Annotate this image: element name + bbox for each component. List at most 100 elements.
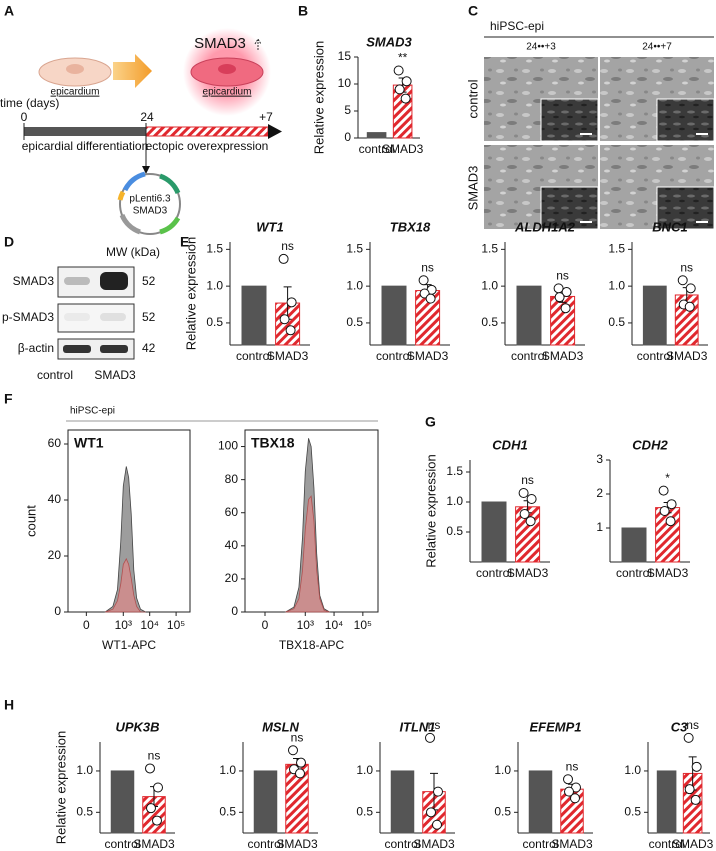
chart-title: SMAD3 [366, 34, 412, 49]
bar-chart: UPK3B Relative expression 0.5 1.0 controlSMA… [53, 719, 175, 851]
plasmid-part [119, 213, 141, 235]
x-axis-label: TBX18-APC [279, 638, 345, 652]
data-point [666, 499, 677, 510]
x-tick-label: control [376, 349, 412, 363]
density-area [104, 466, 146, 613]
data-point [426, 807, 436, 818]
x-tick-label: 10⁵ [354, 618, 372, 632]
x-tick-label: control [616, 566, 652, 580]
x-tick-label: SMAD3 [267, 349, 309, 363]
y-tick-label: 0 [344, 130, 351, 144]
mw-header: MW (kDa) [106, 245, 160, 259]
chart-title: BNC1 [652, 219, 687, 234]
data-point [554, 292, 565, 303]
data-point [425, 293, 436, 304]
micrograph-grid [484, 57, 715, 230]
data-point [296, 757, 306, 768]
x-tick-label: control [476, 566, 512, 580]
data-point [401, 76, 412, 87]
y-tick-label: 1.0 [356, 763, 373, 777]
bar [516, 285, 542, 346]
plasmid [119, 173, 181, 235]
data-point [683, 732, 694, 743]
western-blot: MW (kDa) SMAD3 52 p-SMAD3 52 β-actin 42 … [2, 245, 160, 382]
data-point [526, 494, 537, 504]
x-tick-label: control [359, 142, 395, 156]
blot [57, 338, 135, 360]
x-tick-label: control [637, 349, 673, 363]
plasmid-part [159, 216, 181, 235]
data-point [684, 301, 695, 312]
inset [540, 98, 599, 142]
mw-label: 52 [142, 310, 156, 324]
protein-label: β-actin [18, 341, 54, 355]
y-tick-label: 0.5 [206, 315, 223, 329]
day-label: +7 [259, 110, 273, 124]
phase-label: ectopic overexpression [146, 139, 269, 153]
y-tick-label: 1.0 [346, 278, 363, 292]
chart-title: TBX18 [390, 219, 431, 234]
y-axis-label: Relative expression [423, 454, 438, 567]
lane-label: control [37, 368, 73, 382]
significance: ns [556, 269, 569, 283]
timeline-phase [145, 126, 269, 137]
significance: ** [398, 51, 408, 65]
x-tick-label: SMAD3 [542, 349, 584, 363]
histogram-label: TBX18 [251, 435, 295, 451]
inset [656, 98, 715, 142]
chart-title: ITLN1 [399, 719, 435, 734]
data-point [685, 283, 696, 294]
panel-label: A [4, 3, 14, 19]
arrow-head [268, 124, 282, 139]
chart-title: WT1 [256, 219, 283, 234]
y-tick-label: 1.0 [446, 494, 463, 508]
protein-label: SMAD3 [13, 274, 55, 288]
micrographs: hiPSC-epi 24••+3 24••+7 control SMAD3 [465, 19, 715, 230]
band [63, 345, 91, 353]
x-tick-label: 10⁵ [167, 618, 185, 632]
y-tick-label: 0.5 [608, 315, 625, 329]
y-tick-label: 0.5 [219, 804, 236, 818]
x-tick-label: 0 [262, 618, 269, 632]
data-point [418, 275, 429, 286]
y-tick-label: 1.0 [481, 278, 498, 292]
y-tick-label: 1.0 [76, 763, 93, 777]
data-point [285, 325, 296, 336]
bar [655, 507, 681, 563]
arrow [113, 54, 152, 88]
y-tick-label: 0.5 [356, 804, 373, 818]
y-tick-label: 20 [225, 571, 239, 585]
data-point [658, 485, 669, 496]
density-area [285, 495, 330, 613]
data-point [425, 732, 435, 743]
y-tick-label: 1.5 [608, 242, 625, 256]
data-point [518, 488, 529, 498]
bar [621, 527, 647, 563]
bar [528, 770, 553, 834]
flow-histogram: 0 20 40 60 80 100 0 10³ 10⁴ 10⁵ TBX18 TBX18-APC [218, 429, 379, 652]
y-tick-label: 2 [596, 486, 603, 500]
data-point [677, 275, 688, 286]
data-point [684, 784, 695, 795]
y-tick-label: 3 [596, 452, 603, 466]
y-axis-label: Relative expression [311, 41, 326, 154]
y-axis-label: Relative expression [183, 237, 198, 350]
data-point [286, 297, 297, 308]
y-tick-label: 60 [225, 505, 239, 519]
y-axis-label: count [23, 505, 38, 537]
chart-title: CDH2 [632, 437, 668, 452]
significance: ns [148, 749, 161, 763]
panel-label: F [4, 391, 13, 407]
chart-title: UPK3B [115, 719, 159, 734]
panel-label: E [180, 234, 189, 250]
panel-label: H [4, 697, 14, 713]
day-label: 24 [140, 110, 154, 124]
data-point [295, 768, 305, 779]
y-tick-label: 0.5 [494, 804, 511, 818]
data-point [560, 303, 571, 314]
